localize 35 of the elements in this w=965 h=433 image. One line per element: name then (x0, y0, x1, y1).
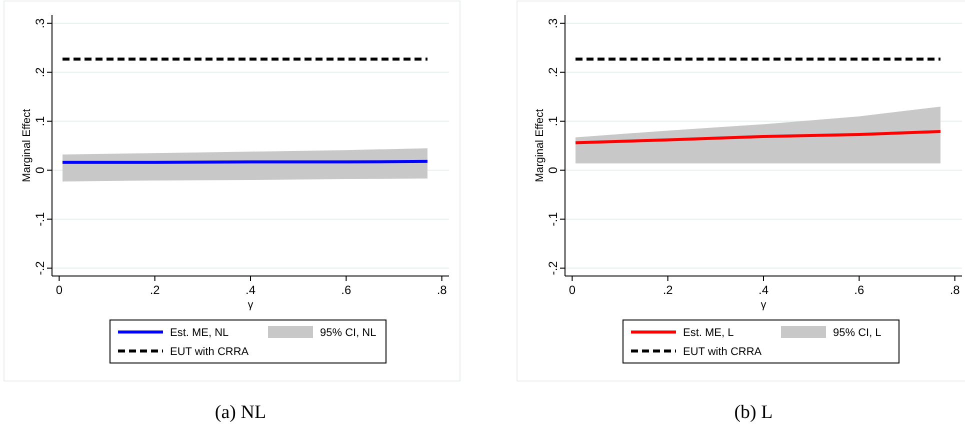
x-tick-label: .2 (150, 283, 160, 297)
y-tick-label: -.1 (33, 212, 47, 226)
legend-label: EUT with CRRA (683, 346, 762, 358)
y-tick-label: .3 (33, 18, 47, 28)
x-tick-label: .8 (950, 283, 960, 297)
x-tick-label: .6 (854, 283, 864, 297)
y-tick-label: .3 (546, 18, 560, 28)
y-axis-title: Marginal Effect (534, 108, 546, 182)
line-series (574, 130, 942, 144)
y-tick-label: .2 (546, 66, 560, 78)
y-tick-label: -.2 (546, 260, 560, 276)
y-tick-label: .1 (33, 116, 47, 126)
x-tick-label: .8 (436, 283, 448, 297)
y-tick-label: .1 (546, 116, 560, 126)
y-tick-label: 0 (33, 166, 47, 174)
x-tick-label: .4 (758, 283, 769, 297)
x-tick-label: .4 (245, 283, 256, 297)
x-tick-label: .6 (341, 283, 352, 297)
y-tick-label: -.1 (546, 212, 560, 226)
text: 95% CI, L (833, 327, 882, 339)
text: 95% CI, NL (320, 327, 376, 339)
x-tick-label: 0 (56, 283, 63, 297)
x-tick-label: .2 (662, 283, 674, 297)
y-axis-title: Marginal Effect (21, 108, 33, 182)
x-axis-title: γ (248, 299, 254, 311)
y-tick-label: .2 (33, 66, 47, 78)
y-tick-label: 0 (546, 166, 560, 174)
y-tick-label: -.2 (33, 260, 47, 276)
text: (a) NL (214, 402, 266, 423)
text: (b) L (734, 402, 773, 423)
legend-label: EUT with CRRA (170, 346, 250, 358)
x-tick-label: 0 (568, 283, 576, 297)
x-axis-title: γ (760, 299, 767, 311)
legend-label: Est. ME, L (683, 327, 734, 339)
legend-label: Est. ME, NL (170, 327, 229, 339)
